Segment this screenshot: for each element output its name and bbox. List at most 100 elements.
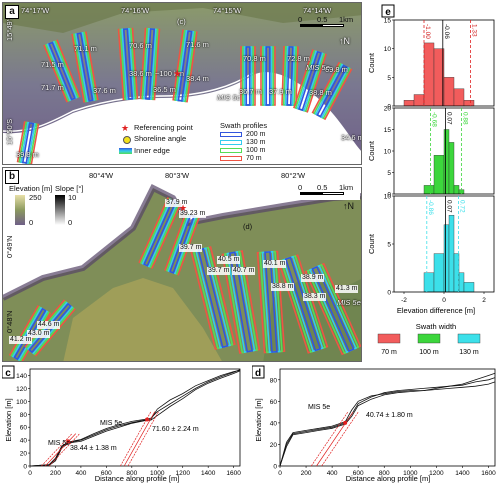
histogram-bar <box>413 94 425 107</box>
mis-5c-label: MIS 5c <box>217 93 241 102</box>
scale-label: 1km <box>339 15 354 24</box>
y-tick-label: 60 <box>270 399 278 406</box>
legend-swath-item: 130 m <box>220 139 265 147</box>
elev-label-a: 72.8 m <box>287 54 310 63</box>
elev-label-a: 36.7 m <box>239 87 262 96</box>
panel-c-label: c <box>5 368 11 379</box>
histogram-bar <box>423 185 435 195</box>
y-tick-label: 80 <box>20 412 28 419</box>
shoreline-fit-line <box>41 433 73 467</box>
elev-label-b: 40.1 m <box>263 260 287 268</box>
y-tick-label: 15 <box>384 18 392 25</box>
x-tick-label: 1400 <box>201 470 216 477</box>
swath-profile-a <box>43 39 81 103</box>
panel-e-xlabel: Elevation difference [m] <box>397 306 475 315</box>
swath-profile-b <box>221 250 261 354</box>
profile-line <box>279 372 496 467</box>
swath-profile-a <box>16 121 40 164</box>
panel-d-label: d <box>255 368 261 379</box>
profile-line <box>29 369 241 467</box>
shoreline-fit-line <box>48 433 80 467</box>
panel-c-ylabel: Elevation [m] <box>4 398 13 441</box>
panel-d-xlabel: Distance along profile [m] <box>346 474 431 483</box>
legend-shoreline-angle: Shoreline angle <box>134 134 187 143</box>
shoreline-angle-point <box>343 420 348 425</box>
inner-edge-icon <box>119 148 132 154</box>
legend-label: 100 m <box>419 349 439 356</box>
elev-label-b: 37.9 m <box>165 199 189 207</box>
y-tick-label: 140 <box>16 373 27 380</box>
histogram-stat-label: -0.68 <box>430 112 437 127</box>
y-tick-label: 0 <box>273 464 277 471</box>
panel-b-map: b 80°4'W 80°3'W 80°2'W 0°49'N 0°48'N (d)… <box>2 167 362 362</box>
slope-colorbar-title: Slope [°] <box>55 184 84 193</box>
x-tick-label: 1400 <box>455 470 470 477</box>
scale-label: 1km <box>339 183 354 192</box>
panel-a-label: a <box>5 5 19 19</box>
north-arrow-icon: ↑N <box>339 36 350 46</box>
elev-label-a: 71.7 m <box>41 83 64 92</box>
annotation-mis5c-c: MIS 5c <box>48 440 70 447</box>
shoreline-fit-line <box>316 411 354 467</box>
scale-bar-a: 0 0.5 1km <box>298 15 358 32</box>
elev-label-a: 39.8 m <box>16 150 39 159</box>
y-tick-label: 0 <box>387 104 391 111</box>
histogram-stat-label: 1.33 <box>471 24 478 37</box>
histogram-ylabel: Count <box>367 52 376 73</box>
profile-ref-c: (c) <box>177 17 186 26</box>
elev-label-a: 70.8 m <box>243 54 266 63</box>
swath-profile-b <box>304 262 361 356</box>
mis-5e-label: MIS 5e <box>306 63 330 72</box>
elev-label-a: 71.1 m <box>74 44 97 53</box>
legend-swath-label: 70 m <box>246 155 262 162</box>
legend-swath-profiles: Swath profiles 200 m 130 m 100 m 70 m <box>217 121 287 163</box>
legend-swatch <box>417 333 441 344</box>
x-tick-label: 600 <box>353 470 364 477</box>
referencing-point-star-icon: ★ <box>173 69 182 80</box>
x-tick-label: 1200 <box>175 470 190 477</box>
distance-label: ~100 km <box>155 69 184 78</box>
y-tick-label: 10 <box>384 194 392 201</box>
legend-swath-item: 70 m <box>220 155 262 163</box>
y-tick-label: 0 <box>387 290 391 297</box>
legend-swatch <box>220 139 242 145</box>
referencing-point-icon: ★ <box>121 123 130 133</box>
panel-e-label: e <box>385 7 391 18</box>
elev-label-b: 40.5 m <box>217 256 241 264</box>
y-tick-label: 40 <box>270 420 278 427</box>
shoreline-fit-line <box>310 411 349 467</box>
legend-swatch <box>220 155 242 161</box>
y-tick-label: 60 <box>20 425 28 432</box>
panel-e-label-box <box>381 4 395 18</box>
north-arrow-icon: ↑N <box>343 201 354 211</box>
histogram-stat-label: 0.72 <box>458 200 465 213</box>
legend-swatch <box>220 131 242 137</box>
x-tick-label: 800 <box>379 470 390 477</box>
swath-profile-a <box>311 61 353 121</box>
y-tick-label: 100 <box>16 399 27 406</box>
y-tick-label: 80 <box>270 377 278 384</box>
histogram-ylabel: Count <box>367 140 376 161</box>
swath-profile-a <box>293 49 327 113</box>
y-tick-label: 0 <box>23 464 27 471</box>
histogram-bar <box>433 155 445 195</box>
elev-label-a: 37.9 m <box>269 87 292 96</box>
x-tick-label: 200 <box>50 470 61 477</box>
histogram-frame <box>393 19 495 107</box>
histogram-bar <box>403 100 415 107</box>
swath-profile-b <box>277 254 329 354</box>
x-tick-label: 200 <box>301 470 312 477</box>
colorbars: Elevation [m] Slope [°] 250 0 10 0 <box>9 184 83 230</box>
shoreline-angle-point <box>145 417 150 422</box>
annotation-elev-c-1: 71.60 ± 2.24 m <box>152 426 199 433</box>
panel-d-profile: d 0 20 40 60 80 0 200 400 600 800 1000 1200 1400 1600… <box>252 365 499 483</box>
x-tick-label: 2 <box>482 297 486 304</box>
scale-label: 0.5 <box>317 183 328 192</box>
x-tick-label: 1000 <box>150 470 165 477</box>
x-tick-label: 400 <box>75 470 86 477</box>
y-tick-label: 10 <box>384 46 392 53</box>
legend-swath-label: 100 m <box>246 147 266 154</box>
legend-swath-item: 100 m <box>220 147 265 155</box>
panel-c-label-box <box>2 365 15 379</box>
profile-line <box>29 370 241 467</box>
